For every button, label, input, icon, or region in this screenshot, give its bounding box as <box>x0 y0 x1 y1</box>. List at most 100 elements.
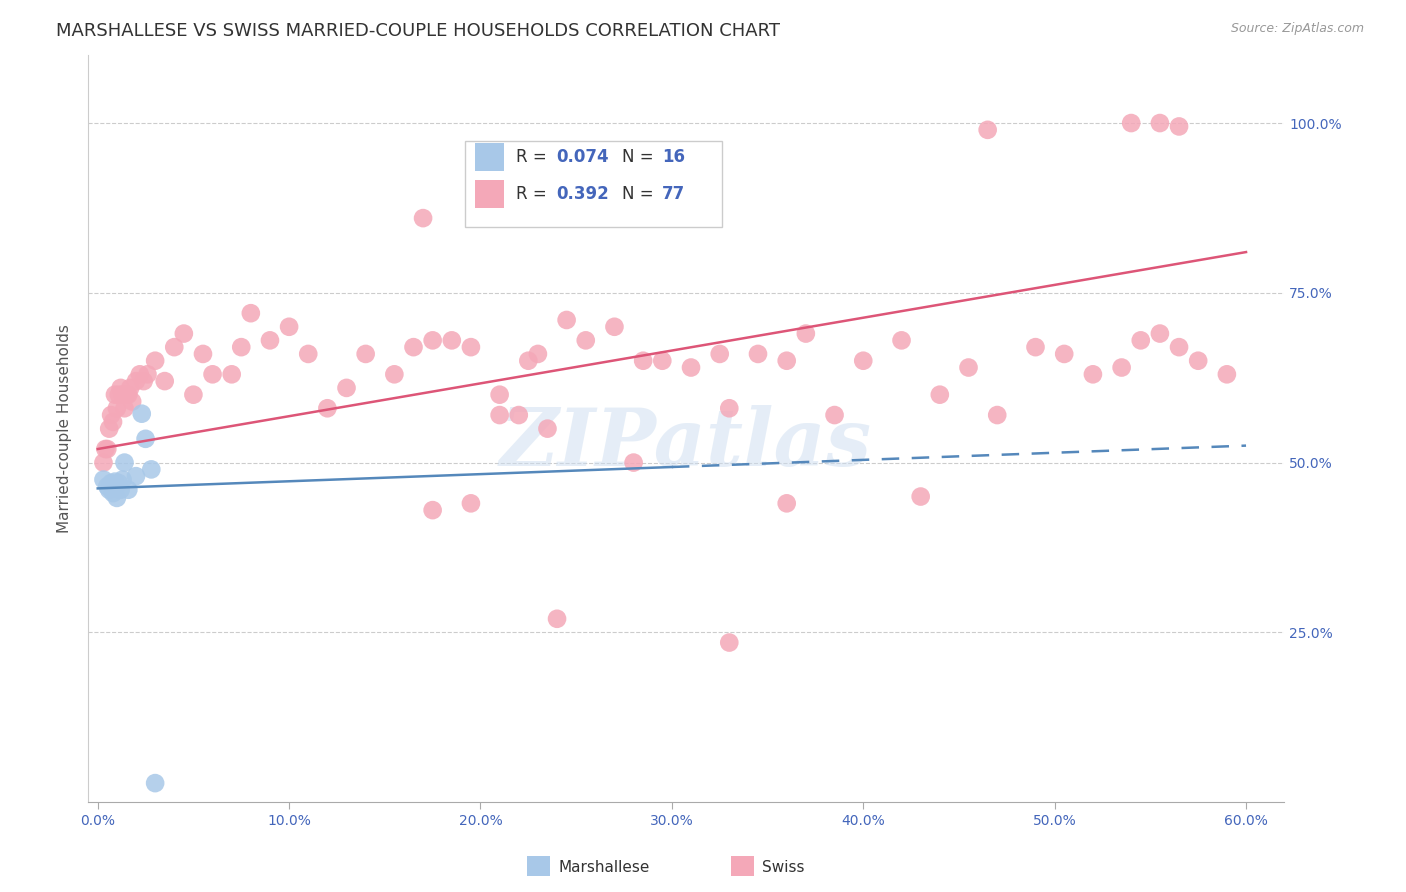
Point <box>335 381 357 395</box>
Point <box>709 347 731 361</box>
Point <box>110 483 132 497</box>
Point <box>117 387 139 401</box>
Point <box>699 197 721 211</box>
Point <box>100 475 122 490</box>
Point <box>776 496 799 510</box>
Text: Marshallese: Marshallese <box>558 860 650 874</box>
Point <box>104 475 127 489</box>
Point <box>105 401 128 416</box>
Point <box>460 496 482 510</box>
Point <box>1187 353 1209 368</box>
Point <box>93 473 115 487</box>
Point <box>101 415 124 429</box>
Point <box>613 211 636 226</box>
Bar <box>474 180 505 208</box>
Point <box>136 368 159 382</box>
Point <box>191 347 214 361</box>
Point <box>1216 368 1239 382</box>
Point <box>718 401 741 416</box>
Point <box>231 340 253 354</box>
Point <box>824 408 846 422</box>
Point <box>221 368 243 382</box>
Point <box>105 491 128 505</box>
Point <box>278 319 301 334</box>
Bar <box>474 143 505 171</box>
Point <box>132 374 155 388</box>
Point <box>488 387 510 401</box>
Point <box>718 635 741 649</box>
Point <box>488 408 510 422</box>
Point <box>1129 334 1152 348</box>
Point <box>651 353 673 368</box>
Y-axis label: Married-couple Households: Married-couple Households <box>58 324 72 533</box>
Point <box>96 442 118 456</box>
Point <box>460 340 482 354</box>
Text: R =: R = <box>516 185 553 203</box>
Point <box>114 456 136 470</box>
Point <box>98 483 121 497</box>
Point <box>623 456 645 470</box>
Point <box>402 340 425 354</box>
Text: Source: ZipAtlas.com: Source: ZipAtlas.com <box>1230 22 1364 36</box>
Point <box>104 387 127 401</box>
Point <box>852 353 875 368</box>
Point <box>412 211 434 226</box>
Point <box>128 368 150 382</box>
Text: 0.392: 0.392 <box>555 185 609 203</box>
Point <box>117 483 139 497</box>
Point <box>125 469 148 483</box>
Point <box>631 353 654 368</box>
Point <box>131 407 153 421</box>
Point <box>517 353 540 368</box>
Text: 77: 77 <box>662 185 686 203</box>
Point <box>794 326 817 341</box>
Point <box>183 387 205 401</box>
Point <box>239 306 262 320</box>
Point <box>114 401 136 416</box>
Point <box>957 360 980 375</box>
Point <box>111 473 134 487</box>
Point <box>890 334 912 348</box>
Point <box>121 394 143 409</box>
Point <box>1024 340 1046 354</box>
Point <box>575 334 598 348</box>
Point <box>603 319 626 334</box>
Point <box>316 401 339 416</box>
Point <box>110 381 132 395</box>
Text: ZIPatlas: ZIPatlas <box>501 405 872 483</box>
Text: MARSHALLESE VS SWISS MARRIED-COUPLE HOUSEHOLDS CORRELATION CHART: MARSHALLESE VS SWISS MARRIED-COUPLE HOUS… <box>56 22 780 40</box>
Text: N =: N = <box>621 185 658 203</box>
Point <box>382 368 405 382</box>
Point <box>143 353 166 368</box>
Point <box>107 387 129 401</box>
Bar <box>465 141 723 227</box>
Point <box>297 347 319 361</box>
Point <box>747 347 769 361</box>
Text: Swiss: Swiss <box>762 860 804 874</box>
Point <box>928 387 950 401</box>
Text: R =: R = <box>516 148 553 166</box>
Point <box>440 334 463 348</box>
Text: 0.074: 0.074 <box>555 148 609 166</box>
Point <box>1111 360 1133 375</box>
Point <box>508 408 530 422</box>
Point <box>153 374 176 388</box>
Point <box>141 462 163 476</box>
Point <box>1081 368 1104 382</box>
Point <box>107 475 129 490</box>
Point <box>135 432 157 446</box>
Text: N =: N = <box>621 148 658 166</box>
Point <box>1168 120 1191 134</box>
Point <box>111 387 134 401</box>
Point <box>96 479 118 493</box>
Point <box>201 368 224 382</box>
Point <box>1053 347 1076 361</box>
Point <box>354 347 377 361</box>
Point <box>1168 340 1191 354</box>
Point <box>1121 116 1143 130</box>
Point <box>422 334 444 348</box>
Point <box>115 387 138 401</box>
Point <box>546 612 568 626</box>
Point <box>986 408 1008 422</box>
Point <box>94 442 117 456</box>
